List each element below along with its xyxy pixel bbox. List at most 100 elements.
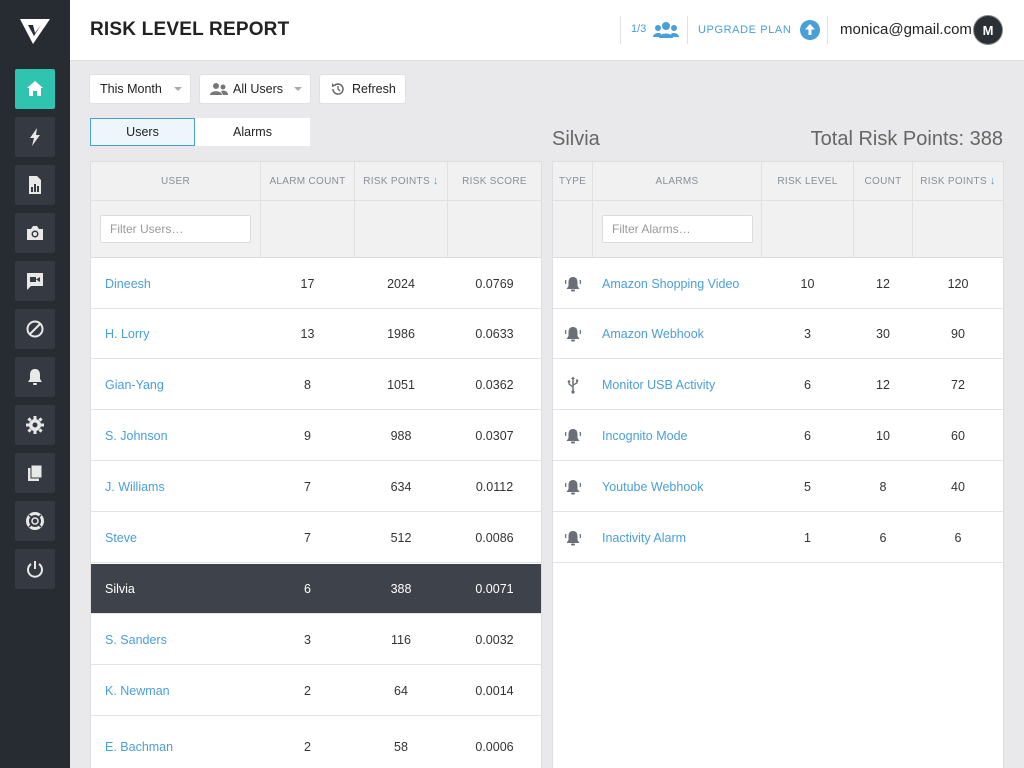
sort-arrow-down-icon: ↓: [989, 175, 996, 187]
table-row[interactable]: Monitor USB Activity 6 12 72: [553, 360, 1003, 410]
arrow-up-circle-icon[interactable]: [799, 19, 821, 41]
column-header-alarm-count[interactable]: ALARM COUNT: [269, 175, 346, 187]
table-row[interactable]: Incognito Mode 6 10 60: [553, 411, 1003, 461]
column-header-alarms[interactable]: ALARMS: [655, 175, 699, 187]
alarm-count-cell: 9: [304, 428, 311, 443]
refresh-button[interactable]: Refresh: [320, 75, 405, 103]
history-icon: [332, 83, 344, 95]
risk-level-cell: 6: [804, 377, 811, 392]
table-row[interactable]: Dineesh 17 2024 0.0769: [91, 259, 541, 309]
filter-users-input[interactable]: [100, 215, 251, 243]
bell-icon: [564, 276, 582, 291]
sidebar-item-blocked[interactable]: [15, 309, 55, 349]
risk-points-cell: 120: [947, 276, 969, 291]
alarm-name-cell[interactable]: Amazon Shopping Video: [602, 276, 740, 291]
alarm-type-cell: [553, 411, 593, 460]
alarm-type-cell: [553, 462, 593, 511]
user-name-cell[interactable]: Dineesh: [105, 276, 151, 291]
risk-level-cell: 3: [804, 326, 811, 341]
risk-score-cell: 0.0112: [475, 479, 514, 494]
user-name-cell[interactable]: Gian-Yang: [105, 377, 164, 392]
sidebar-item-activity[interactable]: [15, 117, 55, 157]
user-name-cell[interactable]: K. Newman: [105, 683, 170, 698]
column-divider: [447, 162, 448, 258]
sidebar-item-logout[interactable]: [15, 549, 55, 589]
user-name-cell[interactable]: H. Lorry: [105, 326, 150, 341]
bell-icon: [564, 530, 582, 545]
period-dropdown[interactable]: This Month: [90, 75, 190, 103]
alarms-table: TYPE ALARMS RISK LEVEL COUNT RISK POINTS…: [553, 162, 1003, 768]
table-row[interactable]: K. Newman 2 64 0.0014: [91, 666, 541, 716]
filter-alarms-input[interactable]: [602, 215, 753, 243]
risk-points-cell: 60: [951, 428, 965, 443]
sidebar-item-support[interactable]: [15, 501, 55, 541]
table-row[interactable]: H. Lorry 13 1986 0.0633: [91, 309, 541, 359]
tab-users[interactable]: Users: [90, 118, 195, 146]
alarm-count-cell: 13: [300, 326, 315, 341]
user-email[interactable]: monica@gmail.com: [840, 21, 972, 38]
table-row[interactable]: E. Bachman 2 58 0.0006: [91, 717, 541, 768]
column-header-risk-level[interactable]: RISK LEVEL: [777, 175, 838, 187]
table-row[interactable]: J. Williams 7 634 0.0112: [91, 462, 541, 512]
risk-points-cell: 1986: [387, 326, 415, 341]
tab-alarms[interactable]: Alarms: [195, 118, 310, 146]
page-title: RISK LEVEL REPORT: [90, 19, 290, 40]
table-row[interactable]: Inactivity Alarm 1 6 6: [553, 513, 1003, 563]
avatar[interactable]: M: [974, 16, 1002, 44]
bell-icon: [28, 369, 42, 385]
alarm-name-cell[interactable]: Amazon Webhook: [602, 326, 704, 341]
risk-points-cell: 58: [394, 739, 408, 754]
sidebar-item-settings[interactable]: [15, 405, 55, 445]
lifebuoy-icon: [26, 512, 44, 530]
header-divider: [620, 16, 621, 44]
sidebar-item-pages[interactable]: [15, 453, 55, 493]
table-row[interactable]: Gian-Yang 8 1051 0.0362: [91, 360, 541, 410]
sidebar-item-reports[interactable]: [15, 165, 55, 205]
column-header-type[interactable]: TYPE: [558, 175, 587, 187]
table-row[interactable]: S. Johnson 9 988 0.0307: [91, 411, 541, 461]
alarm-name-cell[interactable]: Monitor USB Activity: [602, 377, 716, 392]
column-header-risk-score[interactable]: RISK SCORE: [462, 175, 527, 187]
table-row[interactable]: Youtube Webhook 5 8 40: [553, 462, 1003, 512]
sidebar-item-video[interactable]: [15, 261, 55, 301]
selected-user-name: Silvia: [552, 128, 600, 150]
table-row[interactable]: Amazon Webhook 3 30 90: [553, 309, 1003, 359]
alarm-name-cell[interactable]: Incognito Mode: [602, 428, 688, 443]
risk-score-cell: 0.0071: [475, 581, 514, 596]
alarm-count-cell: 7: [304, 530, 311, 545]
table-row[interactable]: Amazon Shopping Video 10 12 120: [553, 259, 1003, 309]
sidebar-item-alarms[interactable]: [15, 357, 55, 397]
risk-points-cell: 388: [390, 581, 412, 596]
user-name-cell[interactable]: Steve: [105, 530, 137, 545]
upgrade-plan-link[interactable]: UPGRADE PLAN: [698, 24, 792, 36]
column-header-risk-points[interactable]: RISK POINTS ↓: [913, 162, 1003, 200]
risk-score-cell: 0.0307: [475, 428, 514, 443]
user-name-cell[interactable]: Silvia: [105, 581, 135, 596]
user-name-cell[interactable]: E. Bachman: [105, 739, 174, 754]
column-header-count[interactable]: COUNT: [864, 175, 902, 187]
table-row[interactable]: Silvia 6 388 0.0071: [91, 564, 541, 614]
user-name-cell[interactable]: S. Sanders: [105, 632, 167, 647]
risk-level-cell: 10: [800, 276, 815, 291]
column-header-user[interactable]: USER: [161, 175, 190, 187]
count-cell: 10: [876, 428, 890, 443]
sidebar-item-home[interactable]: [15, 69, 55, 109]
users-icon[interactable]: [653, 20, 679, 40]
user-name-cell[interactable]: S. Johnson: [105, 428, 168, 443]
sidebar-item-screenshots[interactable]: [15, 213, 55, 253]
alarm-count-cell: 8: [304, 377, 311, 392]
table-row[interactable]: S. Sanders 3 116 0.0032: [91, 615, 541, 665]
column-header-risk-points[interactable]: RISK POINTS ↓: [355, 162, 447, 200]
alarm-name-cell[interactable]: Inactivity Alarm: [602, 530, 687, 545]
logo-icon: [20, 19, 50, 44]
count-cell: 30: [876, 326, 890, 341]
gear-icon: [26, 416, 44, 434]
risk-points-cell: 512: [390, 530, 412, 545]
users-dropdown[interactable]: All Users: [200, 75, 310, 103]
alarm-name-cell[interactable]: Youtube Webhook: [602, 479, 704, 494]
user-name-cell[interactable]: J. Williams: [105, 479, 165, 494]
risk-score-cell: 0.0633: [475, 326, 514, 341]
app-logo[interactable]: [0, 0, 70, 62]
column-divider: [260, 162, 261, 258]
table-row[interactable]: Steve 7 512 0.0086: [91, 513, 541, 563]
